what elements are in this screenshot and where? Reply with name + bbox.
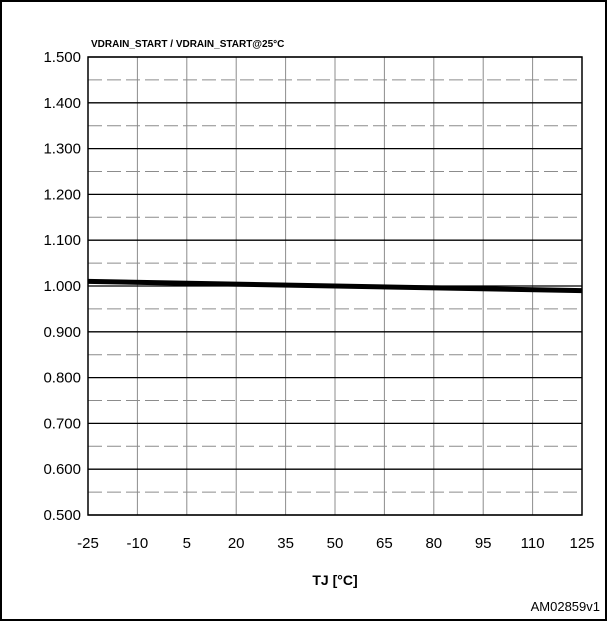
x-tick-label: 20 [228,535,245,552]
x-tick-label: 50 [327,535,344,552]
figure-code: AM02859v1 [531,599,600,614]
x-tick-label: 110 [521,535,545,552]
y-tick-label: 1.200 [43,186,81,203]
x-tick-label: -25 [77,535,99,552]
x-tick-label: 125 [569,535,594,552]
x-tick-label: 95 [475,535,492,552]
series-layer [87,278,583,294]
x-tick-label: 80 [425,535,442,552]
y-tick-label: 0.600 [43,461,81,478]
y-tick-labels: 0.500 0.600 0.700 0.800 0.900 1.000 1.100 1.200… [43,49,81,524]
x-tick-label: 5 [183,535,191,552]
x-tick-label: -10 [127,535,149,552]
y-axis-label: VDRAIN_START / VDRAIN_START@25°C [91,39,284,50]
y-tick-label: 1.300 [43,141,81,158]
y-tick-label: 0.900 [43,324,81,341]
series-line [87,278,583,294]
y-tick-label: 1.100 [43,232,81,249]
plot-area [87,56,583,516]
y-tick-label: 0.700 [43,415,81,432]
x-tick-labels: -25 -10 5 20 35 50 65 80 95 110 125 [77,535,594,552]
x-tick-label: 35 [277,535,294,552]
y-tick-label: 0.500 [43,507,81,524]
y-tick-label: 1.000 [43,278,81,295]
x-tick-label: 65 [376,535,393,552]
y-tick-label: 1.400 [43,95,81,112]
y-tick-label: 0.800 [43,370,81,387]
x-axis-label: TJ [°C] [312,572,357,588]
y-tick-label: 1.500 [43,49,81,66]
